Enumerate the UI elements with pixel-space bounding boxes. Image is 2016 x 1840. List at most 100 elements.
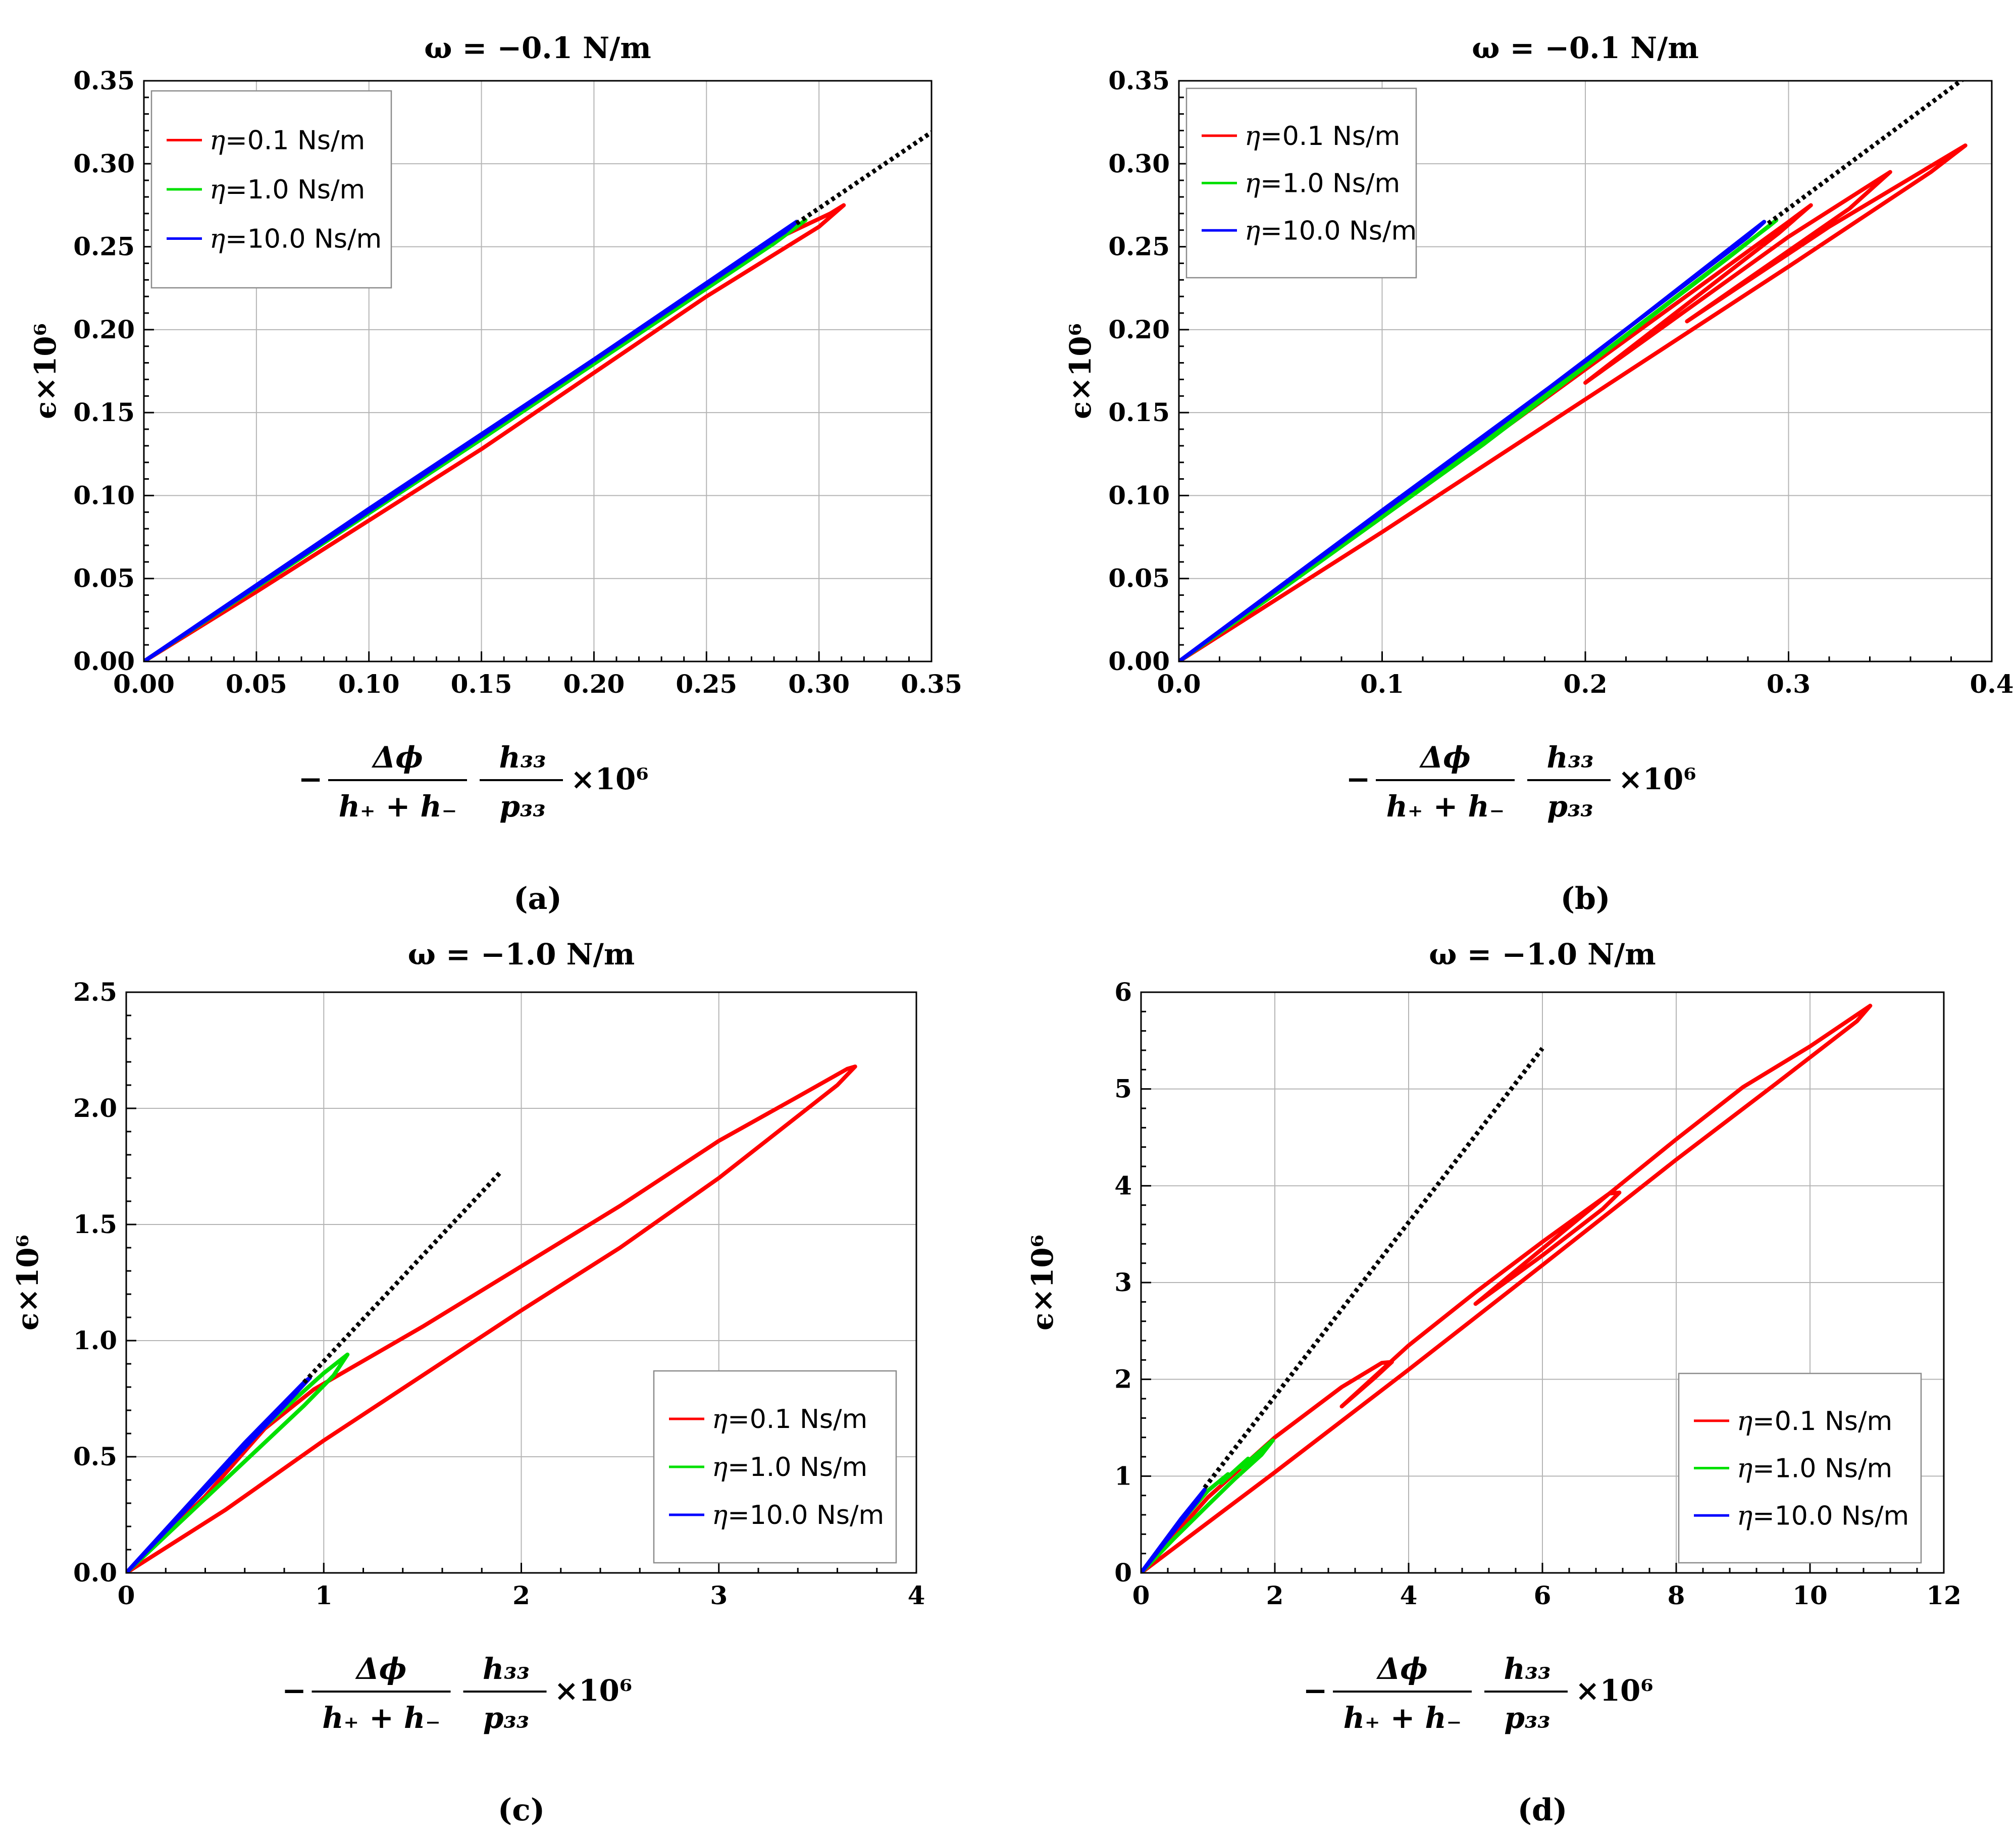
panel-caption: (d) — [1518, 1793, 1568, 1828]
x-tick-label: 0.3 — [1767, 669, 1811, 699]
x-tick-label: 0.30 — [788, 669, 850, 699]
y-tick-label: 4 — [1114, 1170, 1132, 1200]
legend-eta-symbol: η — [1245, 121, 1260, 151]
y-tick-label: 0.25 — [73, 232, 135, 262]
x-tick-label: 1 — [315, 1580, 333, 1610]
legend-eta-symbol: η — [1737, 1501, 1752, 1531]
x-label-denominator-2: p₃₃ — [483, 1701, 529, 1735]
legend-label-2: η=1.0 Ns/m — [1737, 1454, 1892, 1484]
y-axis-label: ϵ×10⁶ — [1025, 1235, 1060, 1331]
chart-panel-b: 0.0 0.1 0.2 0.3 0.4 0.00 0.05 0.10 0.15 0.20 0.25 0… — [1063, 31, 2014, 916]
x-tick-label: 0.1 — [1360, 669, 1404, 699]
panel-caption: (a) — [513, 881, 562, 916]
series-group — [1141, 1003, 1873, 1573]
legend-value-text: =0.1 Ns/m — [728, 1404, 867, 1435]
legend-label-3: η=10.0 Ns/m — [1737, 1501, 1909, 1531]
legend-eta-symbol: η — [1245, 169, 1260, 199]
x-tick-label: 4 — [1400, 1580, 1418, 1610]
series-line-2 — [1141, 1438, 1275, 1573]
legend-eta-symbol: η — [712, 1500, 728, 1530]
chart-title: ω = −0.1 N/m — [424, 31, 651, 65]
x-label-numerator-2: h₃₃ — [499, 740, 546, 775]
y-tick-label: 0.35 — [1108, 66, 1170, 95]
x-tick-label: 0.35 — [901, 669, 962, 699]
x-label-numerator-1: Δϕ — [355, 1652, 407, 1686]
legend-eta-symbol: η — [1737, 1454, 1752, 1484]
series-line-3 — [1179, 220, 1767, 661]
y-axis-label: ϵ×10⁶ — [11, 1235, 45, 1331]
legend-label-3: η=10.0 Ns/m — [210, 224, 382, 254]
legend-value-text: =10.0 Ns/m — [1260, 216, 1417, 246]
x-tick-label: 0.00 — [113, 669, 175, 699]
x-label-denominator-2: p₃₃ — [1504, 1701, 1550, 1735]
legend-label-1: η=0.1 Ns/m — [210, 126, 365, 156]
x-tick-label: 0.15 — [451, 669, 512, 699]
x-label-numerator-2: h₃₃ — [483, 1652, 530, 1686]
legend-label-1: η=0.1 Ns/m — [1737, 1406, 1892, 1437]
plot-frame — [1178, 80, 1993, 662]
x-tick-label: 0 — [118, 1580, 135, 1610]
y-tick-label: 3 — [1114, 1267, 1132, 1297]
panel-caption: (c) — [498, 1793, 545, 1828]
y-tick-label: 0.15 — [1108, 397, 1170, 427]
legend-value-text: =1.0 Ns/m — [728, 1452, 867, 1483]
x-tick-label: 0.05 — [226, 669, 287, 699]
x-tick-label: 0.20 — [563, 669, 625, 699]
x-label-scale: ×10⁶ — [554, 1673, 633, 1708]
x-label-denominator-1: h₊ + h₋ — [1386, 789, 1505, 824]
legend-label-2: η=1.0 Ns/m — [210, 175, 365, 205]
legend: η=0.1 Ns/mη=1.0 Ns/mη=10.0 Ns/m — [150, 90, 392, 289]
y-tick-label: 0.20 — [1108, 315, 1170, 344]
x-label-minus: − — [282, 1673, 306, 1708]
plot-frame — [143, 80, 933, 662]
legend-label-2: η=1.0 Ns/m — [712, 1452, 867, 1483]
y-tick-label: 5 — [1114, 1074, 1132, 1104]
x-tick-label: 0.25 — [676, 669, 737, 699]
legend-value-text: =10.0 Ns/m — [1752, 1501, 1909, 1531]
legend-value-text: =0.1 Ns/m — [225, 126, 365, 156]
chart-panel-a: 0.00 0.05 0.10 0.15 0.20 0.25 0.30 0.35 0.00 0.05… — [28, 31, 962, 916]
legend-value-text: =10.0 Ns/m — [225, 224, 382, 254]
y-tick-label: 0.5 — [73, 1442, 117, 1471]
x-label-denominator-2: p₃₃ — [1547, 789, 1593, 824]
legend-eta-symbol: η — [210, 175, 225, 205]
y-tick-label: 0.30 — [73, 148, 135, 178]
chart-panel-c: 0 1 2 3 40.00.51.01.52.02.5η=0.1 Ns/mη=1.0 N… — [11, 937, 925, 1828]
chart-title: ω = −1.0 N/m — [1429, 937, 1656, 972]
x-tick-label: 0.4 — [1970, 669, 2014, 699]
plot-frame — [125, 991, 917, 1574]
y-tick-label: 2.5 — [73, 977, 117, 1007]
y-tick-label: 1.0 — [73, 1325, 117, 1355]
x-tick-label: 6 — [1534, 1580, 1552, 1610]
y-tick-label: 0.10 — [73, 480, 135, 510]
series-group — [1179, 81, 1968, 661]
x-label-minus: − — [1303, 1673, 1328, 1708]
y-axis-label: ϵ×10⁶ — [28, 323, 63, 419]
reference-dotted-line — [795, 130, 932, 226]
x-tick-label: 0.0 — [1157, 669, 1201, 699]
y-tick-label: 1 — [1114, 1461, 1132, 1491]
y-tick-label: 0.00 — [73, 646, 135, 676]
x-tick-label: 8 — [1668, 1580, 1685, 1610]
legend-label-3: η=10.0 Ns/m — [1245, 216, 1417, 246]
x-label-numerator-1: Δϕ — [371, 740, 423, 775]
legend-value-text: =0.1 Ns/m — [1260, 121, 1400, 151]
y-tick-label: 0.20 — [73, 315, 135, 344]
series-line-3 — [1141, 1488, 1207, 1573]
series-line-1 — [1141, 1003, 1873, 1573]
x-tick-label: 2 — [512, 1580, 530, 1610]
x-tick-label: 0.2 — [1564, 669, 1608, 699]
reference-dotted-line — [302, 1169, 503, 1384]
legend-eta-symbol: η — [712, 1404, 728, 1435]
x-tick-label: 12 — [1926, 1580, 1961, 1610]
x-label-numerator-1: Δϕ — [1376, 1652, 1428, 1686]
reference-dotted-line — [1767, 81, 1965, 226]
x-label-scale: ×10⁶ — [1575, 1673, 1653, 1708]
legend-value-text: =1.0 Ns/m — [1752, 1454, 1892, 1484]
x-tick-label: 2 — [1266, 1580, 1284, 1610]
y-tick-label: 0.35 — [73, 66, 135, 95]
y-tick-label: 0 — [1114, 1558, 1132, 1588]
